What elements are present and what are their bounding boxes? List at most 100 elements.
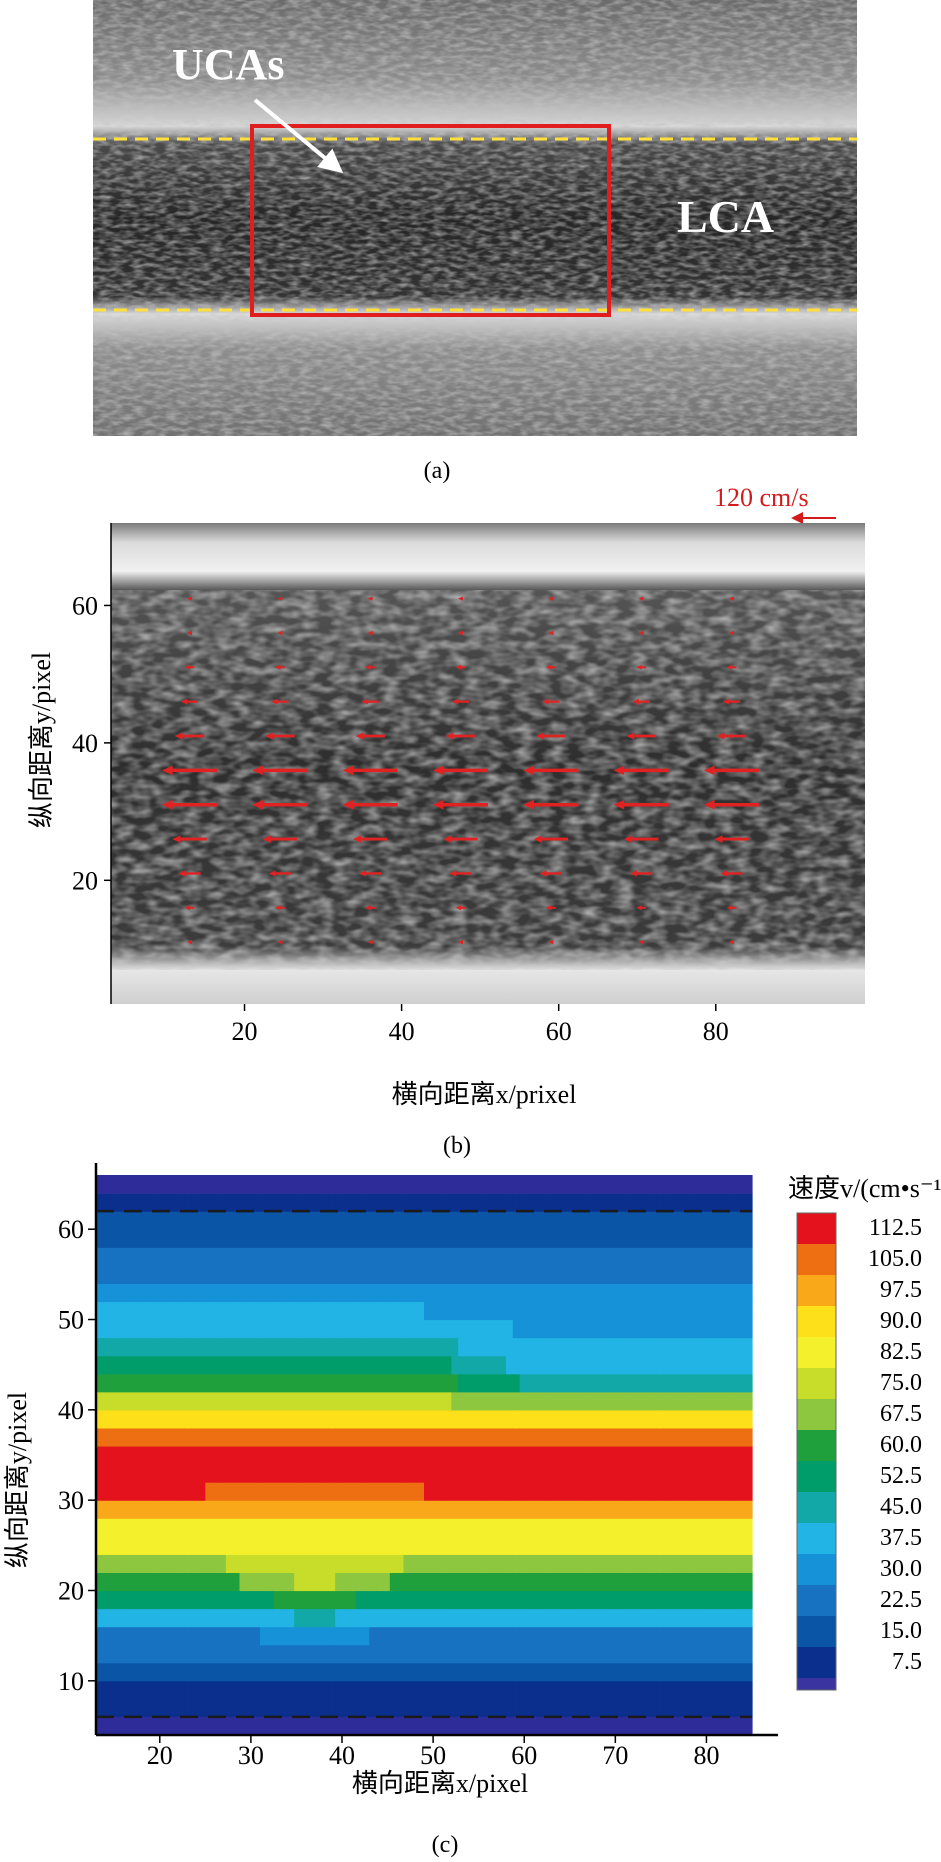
contour-cell bbox=[246, 1301, 254, 1321]
contour-cell bbox=[690, 1337, 698, 1357]
contour-cell bbox=[273, 1482, 282, 1501]
contour-cell bbox=[205, 1409, 213, 1429]
contour-cell bbox=[253, 1680, 261, 1700]
contour-cell bbox=[656, 1193, 664, 1212]
contour-cell bbox=[321, 1698, 329, 1718]
contour-cell bbox=[403, 1698, 411, 1718]
contour-cell bbox=[437, 1608, 446, 1628]
contour-cell bbox=[601, 1211, 610, 1230]
contour-cell bbox=[663, 1247, 671, 1266]
contour-cell bbox=[383, 1518, 391, 1537]
contour-cell bbox=[212, 1680, 220, 1700]
contour-cell bbox=[246, 1554, 254, 1574]
contour-cell bbox=[635, 1590, 644, 1610]
contour-cell bbox=[383, 1373, 391, 1393]
contour-cell bbox=[588, 1391, 596, 1411]
contour-cell bbox=[191, 1373, 200, 1393]
contour-cell bbox=[465, 1445, 473, 1465]
contour-cell bbox=[130, 1265, 138, 1284]
contour-cell bbox=[260, 1283, 268, 1303]
contour-cell bbox=[512, 1590, 521, 1610]
contour-cell bbox=[506, 1464, 514, 1483]
contour-cell bbox=[553, 1464, 562, 1483]
contour-cell bbox=[396, 1319, 405, 1339]
contour-cell bbox=[567, 1572, 575, 1592]
contour-cell bbox=[451, 1373, 459, 1393]
contour-cell bbox=[601, 1247, 610, 1266]
contour-cell bbox=[225, 1283, 234, 1303]
contour-cell bbox=[191, 1445, 200, 1465]
contour-cell bbox=[355, 1409, 364, 1429]
contour-cell bbox=[588, 1464, 596, 1483]
contour-cell bbox=[471, 1373, 480, 1393]
contour-cell bbox=[376, 1337, 384, 1357]
contour-cell bbox=[307, 1373, 316, 1393]
contour-cell bbox=[362, 1536, 370, 1555]
contour-cell bbox=[465, 1572, 473, 1592]
contour-cell bbox=[465, 1427, 473, 1447]
contour-cell bbox=[266, 1608, 275, 1628]
contour-cell bbox=[635, 1301, 644, 1321]
contour-cell bbox=[471, 1518, 480, 1537]
contour-cell bbox=[424, 1518, 432, 1537]
contour-cell bbox=[123, 1301, 131, 1321]
panel-a: UCAs LCA (a) bbox=[93, 0, 857, 484]
contour-cell bbox=[601, 1644, 610, 1664]
contour-cell bbox=[307, 1247, 316, 1266]
contour-cell bbox=[205, 1698, 213, 1718]
contour-cell bbox=[355, 1698, 364, 1718]
contour-cell bbox=[376, 1427, 384, 1447]
contour-cell bbox=[430, 1283, 439, 1303]
contour-cell bbox=[219, 1680, 227, 1700]
contour-cell bbox=[430, 1608, 439, 1628]
contour-cell bbox=[506, 1626, 514, 1646]
contour-cell bbox=[711, 1464, 719, 1483]
contour-cell bbox=[239, 1229, 247, 1248]
contour-cell bbox=[724, 1662, 733, 1682]
contour-cell bbox=[444, 1337, 452, 1357]
contour-cell bbox=[622, 1355, 630, 1375]
contour-cell bbox=[212, 1554, 220, 1574]
colorbar-tick-label: 112.5 bbox=[869, 1215, 922, 1241]
contour-cell bbox=[150, 1229, 159, 1248]
contour-cell bbox=[266, 1500, 275, 1519]
contour-cell bbox=[328, 1608, 336, 1628]
contour-cell bbox=[615, 1554, 623, 1574]
contour-cell bbox=[629, 1319, 637, 1339]
contour-cell bbox=[574, 1193, 582, 1212]
contour-cell bbox=[102, 1626, 111, 1646]
contour-cell bbox=[724, 1283, 733, 1303]
contour-cell bbox=[410, 1662, 418, 1682]
contour-cell bbox=[273, 1572, 282, 1592]
contour-cell bbox=[635, 1229, 644, 1248]
contour-cell bbox=[465, 1662, 473, 1682]
contour-cell bbox=[533, 1391, 541, 1411]
contour-cell bbox=[430, 1680, 439, 1700]
contour-cell bbox=[335, 1319, 343, 1339]
contour-cell bbox=[301, 1536, 309, 1555]
contour-cell bbox=[683, 1680, 692, 1700]
contour-cell bbox=[629, 1554, 637, 1574]
contour-cell bbox=[471, 1445, 480, 1465]
contour-cell bbox=[410, 1373, 418, 1393]
colorbar-swatch bbox=[797, 1492, 836, 1523]
contour-cell bbox=[417, 1536, 425, 1555]
contour-cell bbox=[581, 1337, 589, 1357]
contour-cell bbox=[731, 1500, 739, 1519]
contour-cell bbox=[355, 1608, 364, 1628]
contour-cell bbox=[478, 1355, 487, 1375]
contour-cell bbox=[102, 1500, 111, 1519]
contour-cell bbox=[478, 1698, 487, 1718]
contour-cell bbox=[560, 1680, 569, 1700]
contour-cell bbox=[711, 1319, 719, 1339]
contour-cell bbox=[574, 1427, 582, 1447]
contour-cell bbox=[130, 1247, 138, 1266]
velocity-vector-head bbox=[432, 765, 444, 776]
contour-cell bbox=[622, 1193, 630, 1212]
velocity-vector-head bbox=[636, 664, 642, 670]
contour-cell bbox=[383, 1644, 391, 1664]
contour-cell bbox=[307, 1301, 316, 1321]
contour-cell bbox=[519, 1698, 528, 1718]
contour-cell bbox=[574, 1355, 582, 1375]
